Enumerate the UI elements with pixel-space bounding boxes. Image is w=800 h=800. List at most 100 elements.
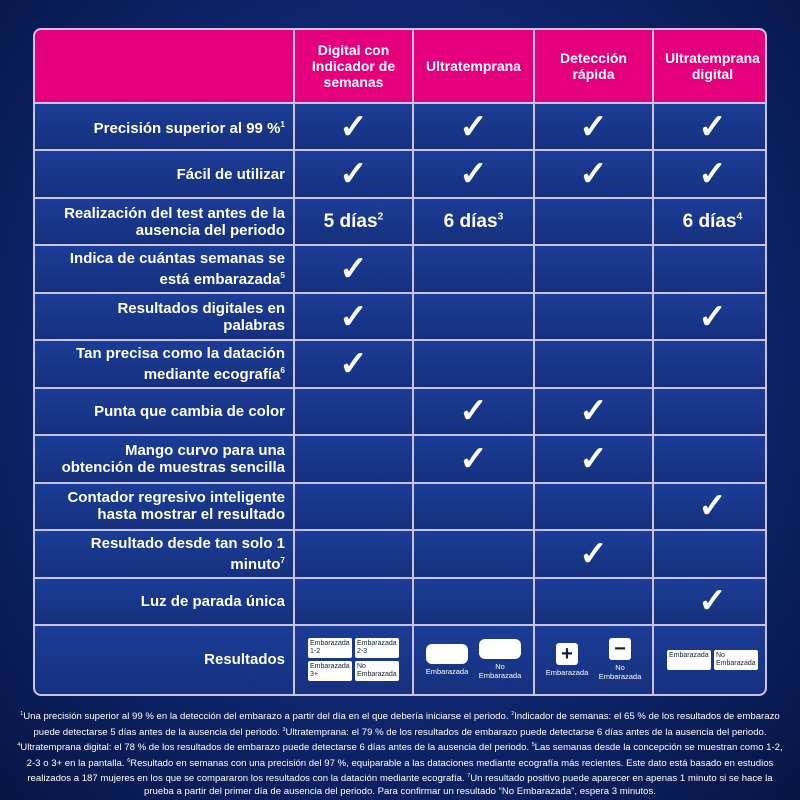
result-label: Embarazada	[425, 666, 469, 676]
label: Resultado desde tan solo 1 minuto	[90, 534, 285, 573]
checkmark: ✓	[459, 155, 488, 194]
days: 6 días3	[444, 211, 504, 233]
cell	[414, 531, 533, 577]
cell	[414, 341, 533, 387]
cell: 6 días3	[414, 198, 533, 245]
column-header: Digital con Indicador de semanas	[295, 30, 412, 102]
footnote-text: Un resultado positivo puede aparecer en …	[144, 773, 773, 797]
superscript: 3	[497, 211, 504, 223]
label: Luz de parada única	[140, 592, 285, 610]
row-label: Punta que cambia de color	[35, 388, 293, 435]
checkmark: ✓	[339, 344, 368, 383]
footnote-number: 5	[531, 742, 535, 749]
cell: ✓	[295, 341, 412, 387]
label: Tan precisa como la datación mediante ec…	[76, 344, 285, 383]
cell: ✓	[535, 104, 652, 150]
cell	[654, 531, 765, 577]
cell: ✓	[295, 293, 412, 340]
label: Resultados digitales en palabras	[117, 299, 285, 334]
footnote-text: Ultratemprana digital: el 78 % de los re…	[20, 742, 532, 754]
cell: ✓	[654, 151, 765, 197]
days-text: 6 días	[682, 210, 737, 232]
result-label: No Embarazada	[598, 663, 642, 682]
label-text: Realización del test antes de la ausenci…	[55, 205, 285, 239]
checkmark: ✓	[339, 250, 368, 289]
cell	[654, 246, 765, 292]
cell	[535, 341, 652, 387]
label-text: Mango curvo para una obtención de muestr…	[55, 442, 285, 476]
days: 6 días4	[683, 211, 743, 233]
row-label: Resultados digitales en palabras	[35, 293, 293, 340]
cell	[414, 293, 533, 340]
cell	[295, 578, 412, 624]
result-item: Embarazada	[422, 643, 472, 676]
cell	[535, 198, 652, 245]
checkmark: ✓	[698, 487, 727, 526]
days-text: 6 días	[443, 210, 498, 232]
footnote-number: 7	[467, 773, 471, 780]
label-text: Indica de cuántas semanas se está embara…	[55, 250, 285, 288]
column-header: Ultratemprana digital	[654, 30, 765, 102]
days-text: 5 días	[323, 210, 378, 232]
cell: ✓	[295, 151, 412, 197]
checkmark: ✓	[459, 107, 488, 146]
checkmark: ✓	[698, 107, 727, 146]
checkmark: ✓	[698, 297, 727, 336]
label-text: Precisión superior al 99 %1	[94, 116, 285, 137]
results-cell: Embarazada No Embarazada	[654, 625, 765, 694]
result-item: − No Embarazada	[595, 638, 645, 681]
checkmark: ✓	[459, 439, 488, 478]
cell: ✓	[414, 151, 533, 197]
result-icon: −	[609, 638, 631, 661]
cell	[414, 578, 533, 624]
result-item: No Embarazada	[475, 639, 525, 680]
result-box: Embarazada	[667, 649, 711, 670]
row-label: Resultados	[35, 625, 293, 694]
cell	[535, 293, 652, 340]
result-box: No Embarazada	[355, 661, 399, 682]
label: Mango curvo para una obtención de muestr…	[61, 441, 285, 476]
cell: ✓	[535, 531, 652, 577]
footnote-number: 1	[20, 711, 24, 717]
column-header: Detección rápida	[535, 30, 652, 102]
superscript: 2	[377, 211, 384, 223]
label-text: Resultado desde tan solo 1 minuto7	[55, 535, 285, 573]
row-label: Realización del test antes de la ausenci…	[35, 198, 293, 245]
cell: ✓	[654, 104, 765, 150]
superscript: 6	[280, 365, 285, 375]
label: Contador regresivo inteligente hasta mos…	[67, 489, 285, 524]
results-cell: Embarazada No Embarazada	[414, 625, 533, 694]
result-label: No Embarazada	[478, 662, 522, 681]
checkmark: ✓	[698, 582, 727, 621]
checkmark: ✓	[339, 297, 368, 336]
cell	[654, 436, 765, 482]
cell: ✓	[414, 388, 533, 435]
cell	[295, 531, 412, 577]
cell: ✓	[535, 388, 652, 435]
row-label: Contador regresivo inteligente hasta mos…	[35, 483, 293, 530]
cell: ✓	[535, 436, 652, 482]
result-box: Embarazada 1-2	[308, 638, 352, 659]
result-box: Embarazada 2-3	[355, 638, 399, 659]
row-label: Mango curvo para una obtención de muestr…	[35, 436, 293, 482]
cell	[654, 341, 765, 387]
column-header: Ultratemprana	[414, 30, 533, 102]
footnote-number: 6	[127, 757, 131, 764]
superscript: 7	[280, 555, 285, 565]
label: Indica de cuántas semanas se está embara…	[69, 250, 285, 289]
cell: ✓	[414, 436, 533, 482]
result-box: Embarazada 3+	[308, 661, 352, 682]
result-icon: +	[556, 642, 578, 665]
label-text: Tan precisa como la datación mediante ec…	[55, 345, 285, 383]
result-box: No Embarazada	[714, 649, 758, 670]
cell: 5 días2	[295, 198, 412, 245]
footnotes: 1Una precisión superior al 99 % en la de…	[14, 708, 786, 798]
label-text: Luz de parada única	[141, 593, 285, 610]
cell: 6 días4	[654, 198, 765, 245]
row-label: Indica de cuántas semanas se está embara…	[35, 246, 293, 292]
footnote-text: Indicador de semanas: el 65 % de los res…	[33, 711, 780, 738]
days: 5 días2	[324, 211, 384, 233]
superscript: 5	[280, 271, 285, 281]
cell: ✓	[295, 104, 412, 150]
